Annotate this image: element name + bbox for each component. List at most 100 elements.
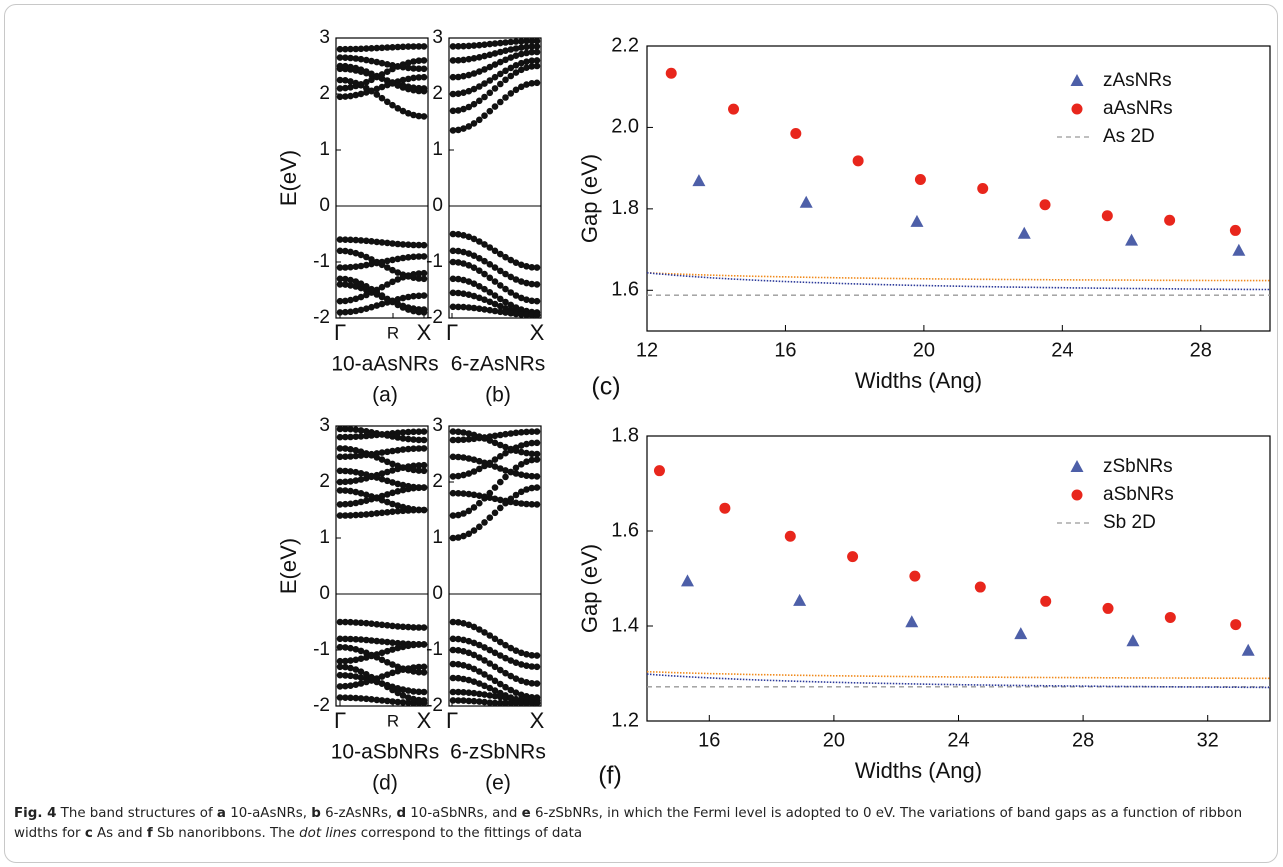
band-point — [368, 510, 375, 518]
band-point — [352, 249, 360, 257]
band-point — [373, 44, 381, 52]
band-point — [449, 512, 457, 519]
caption-text-6: As and — [92, 826, 147, 841]
band-point — [394, 639, 402, 647]
band-point — [384, 448, 391, 456]
band-point — [336, 663, 344, 671]
y-tick-label: 1.8 — [611, 424, 639, 446]
band-point — [491, 40, 499, 47]
band-point — [352, 636, 360, 643]
band-point — [533, 37, 541, 45]
band-point — [491, 85, 499, 92]
band-4 — [336, 43, 428, 53]
band-point — [415, 43, 423, 50]
band-point — [410, 428, 417, 436]
band-point — [533, 450, 541, 458]
band-point — [518, 429, 525, 436]
panel-name: 6-zAsNRs — [451, 353, 546, 376]
band-point — [357, 280, 365, 288]
band-point — [470, 292, 478, 300]
band-point — [357, 66, 365, 73]
band-point — [342, 618, 349, 626]
band-point — [507, 301, 515, 309]
band-point — [512, 45, 520, 52]
band-point — [512, 86, 520, 94]
band-point — [410, 436, 417, 443]
band-point — [363, 45, 370, 52]
band-point — [347, 263, 354, 271]
band-point — [405, 665, 412, 672]
band-point — [470, 431, 478, 439]
band-point — [455, 247, 462, 255]
band-point — [373, 495, 381, 502]
band-point — [449, 646, 457, 654]
band-point — [528, 450, 536, 458]
band-point — [460, 689, 467, 696]
band-point — [405, 64, 412, 72]
band-point — [507, 72, 515, 80]
band-point — [507, 289, 515, 296]
band-point — [405, 241, 412, 248]
band-point — [512, 499, 520, 507]
band-point — [347, 296, 354, 304]
figure-caption: Fig. 4 The band structures of a 10-aAsNR… — [14, 804, 1269, 844]
y-tick-label: 1.6 — [611, 279, 639, 301]
band-point — [357, 237, 365, 244]
band-point — [336, 45, 344, 53]
band-point — [512, 259, 520, 267]
band-point — [460, 436, 467, 444]
band-point — [352, 499, 360, 507]
band-point — [336, 478, 344, 486]
data-point — [665, 67, 677, 79]
band-point — [507, 256, 515, 264]
band-point — [502, 285, 509, 293]
band-point — [336, 643, 344, 651]
band-point — [523, 651, 530, 658]
band-point — [394, 698, 402, 706]
band-point — [347, 276, 354, 284]
band-point — [460, 662, 467, 669]
band-point — [507, 310, 515, 317]
band-point — [399, 481, 407, 489]
band-point — [410, 445, 417, 453]
band-point — [352, 91, 360, 99]
y-tick-label: -2 — [426, 695, 443, 716]
band-point — [336, 683, 344, 690]
band-point — [405, 75, 412, 83]
caption-text-4: 10-aSbNRs, and — [406, 806, 522, 821]
band-point — [384, 77, 391, 85]
band-point — [507, 54, 515, 61]
band-point — [363, 253, 370, 261]
figure-frame — [4, 4, 1278, 863]
band-point — [394, 429, 402, 437]
band-point — [502, 430, 509, 438]
band-point — [363, 649, 370, 657]
band-point — [455, 674, 462, 682]
band-point — [455, 453, 462, 461]
band-point — [528, 501, 536, 508]
x-tick-label: 24 — [947, 729, 969, 751]
band-point — [415, 436, 423, 444]
band-point — [347, 694, 354, 702]
band-point — [465, 689, 473, 696]
band-point — [481, 644, 488, 651]
band-point — [415, 57, 423, 64]
band-point — [415, 663, 423, 671]
band-point — [399, 274, 407, 281]
band-point — [491, 635, 499, 643]
band-point — [476, 54, 483, 61]
band-point — [512, 310, 520, 318]
band-point — [523, 263, 530, 270]
band-point — [399, 241, 407, 248]
band-point — [528, 472, 536, 480]
band-point — [465, 490, 473, 498]
band-point — [507, 498, 515, 506]
band-point — [357, 647, 365, 655]
x-axis-label: Widths (Ang) — [855, 758, 982, 783]
band-point — [357, 306, 365, 314]
band-point — [518, 661, 525, 668]
band-point — [465, 507, 473, 515]
band-point — [405, 687, 412, 694]
band-point — [405, 482, 412, 490]
band-point — [373, 302, 381, 309]
